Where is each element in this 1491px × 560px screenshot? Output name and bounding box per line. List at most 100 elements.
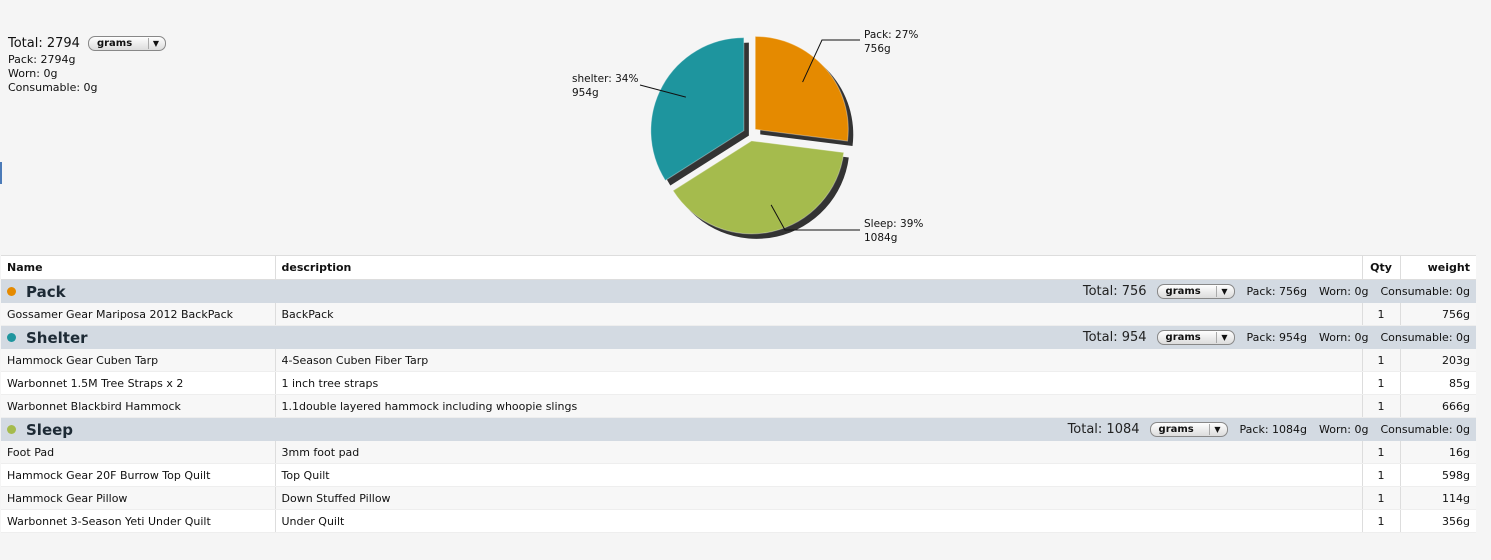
- category-worn-weight: Worn: 0g: [1319, 331, 1369, 344]
- pie-slice-shelter[interactable]: [650, 37, 745, 182]
- item-weight[interactable]: 16g: [1399, 441, 1476, 464]
- item-name[interactable]: Warbonnet 1.5M Tree Straps x 2: [1, 371, 275, 395]
- chevron-down-icon: ▼: [1209, 424, 1221, 435]
- category-unit-select[interactable]: grams ▼: [1156, 284, 1235, 299]
- category-unit-value: grams: [1165, 286, 1201, 297]
- item-weight[interactable]: 203g: [1399, 349, 1476, 372]
- item-name[interactable]: Foot Pad: [1, 441, 275, 464]
- category-unit-select[interactable]: grams ▼: [1156, 330, 1235, 345]
- pie-label-percent: shelter: 34%: [572, 73, 638, 85]
- category-bar: Pack Total: 756 grams ▼ Pack: 756g Worn: 0g Co…: [7, 283, 1470, 301]
- header-weight[interactable]: weight: [1399, 255, 1476, 280]
- category-consumable-weight: Consumable: 0g: [1380, 285, 1470, 298]
- item-name[interactable]: Hammock Gear Cuben Tarp: [1, 349, 275, 372]
- category-heading[interactable]: Sleep: [7, 421, 73, 439]
- category-totals: Total: 1084 grams ▼ Pack: 1084g Worn: 0g Cons…: [1068, 422, 1470, 437]
- header-description[interactable]: description: [274, 255, 1362, 280]
- item-name[interactable]: Warbonnet Blackbird Hammock: [1, 394, 275, 418]
- consumable-weight: Consumable: 0g: [8, 81, 98, 94]
- header-qty[interactable]: Qty: [1361, 255, 1400, 280]
- table-row[interactable]: Warbonnet Blackbird Hammock 1.1double lay…: [1, 394, 1476, 418]
- category-row: Pack Total: 756 grams ▼ Pack: 756g Worn: 0g Co…: [1, 279, 1476, 303]
- pie-label-percent: Sleep: 39%: [864, 218, 923, 230]
- category-unit-value: grams: [1165, 332, 1201, 343]
- category-name[interactable]: Sleep: [26, 420, 74, 439]
- category-consumable-weight: Consumable: 0g: [1380, 331, 1470, 344]
- pie-label-weight: 954g: [572, 87, 599, 99]
- item-description[interactable]: 1 inch tree straps: [274, 371, 1362, 395]
- category-consumable-weight: Consumable: 0g: [1380, 423, 1470, 436]
- item-name[interactable]: Hammock Gear 20F Burrow Top Quilt: [1, 463, 275, 487]
- table-row[interactable]: Hammock Gear Pillow Down Stuffed Pillow 1 1…: [1, 486, 1476, 510]
- gear-table: Name description Qty weight Pack Total: 7…: [1, 255, 1476, 533]
- category-unit-select[interactable]: grams ▼: [1149, 422, 1228, 437]
- table-row[interactable]: Foot Pad 3mm foot pad 1 16g: [1, 441, 1476, 464]
- item-name[interactable]: Hammock Gear Pillow: [1, 486, 275, 510]
- unit-select[interactable]: grams ▼: [87, 36, 166, 51]
- item-weight[interactable]: 356g: [1399, 509, 1476, 533]
- item-qty[interactable]: 1: [1361, 486, 1400, 510]
- item-qty[interactable]: 1: [1361, 371, 1400, 395]
- category-totals: Total: 756 grams ▼ Pack: 756g Worn: 0g Consum…: [1083, 284, 1470, 299]
- item-description[interactable]: 3mm foot pad: [274, 441, 1362, 464]
- category-row: Shelter Total: 954 grams ▼ Pack: 954g Worn: 0…: [1, 325, 1476, 349]
- category-name[interactable]: Pack: [26, 282, 66, 301]
- item-description[interactable]: BackPack: [274, 303, 1362, 326]
- item-qty[interactable]: 1: [1361, 349, 1400, 372]
- pie-label-weight: 1084g: [864, 232, 897, 244]
- grand-total-line: Total: 2794 grams ▼: [8, 36, 166, 51]
- category-cell: Pack Total: 756 grams ▼ Pack: 756g Worn: 0g Co…: [1, 279, 1476, 303]
- category-heading[interactable]: Shelter: [7, 329, 88, 347]
- item-description[interactable]: Down Stuffed Pillow: [274, 486, 1362, 510]
- pie-leader-line: [802, 39, 860, 83]
- weight-pie-chart: Pack: 27% 756g Sleep: 39% 1084g shelter: 34%…: [500, 20, 960, 252]
- item-weight[interactable]: 666g: [1399, 394, 1476, 418]
- item-name[interactable]: Gossamer Gear Mariposa 2012 BackPack: [1, 303, 275, 326]
- item-weight[interactable]: 114g: [1399, 486, 1476, 510]
- pack-weight: Pack: 2794g: [8, 53, 76, 66]
- category-total: Total: 1084: [1067, 422, 1140, 437]
- category-pack-weight: Pack: 954g: [1246, 331, 1308, 344]
- category-name[interactable]: Shelter: [26, 328, 88, 347]
- item-qty[interactable]: 1: [1361, 394, 1400, 418]
- table-row[interactable]: Gossamer Gear Mariposa 2012 BackPack Back…: [1, 303, 1476, 326]
- item-description[interactable]: Top Quilt: [274, 463, 1362, 487]
- category-cell: Shelter Total: 954 grams ▼ Pack: 954g Worn: 0…: [1, 325, 1476, 349]
- pie-slice-pack[interactable]: [754, 35, 849, 142]
- item-qty[interactable]: 1: [1361, 509, 1400, 533]
- table-header-row: Name description Qty weight: [1, 255, 1476, 280]
- table-row[interactable]: Hammock Gear 20F Burrow Top Quilt Top Qui…: [1, 463, 1476, 487]
- item-qty[interactable]: 1: [1361, 463, 1400, 487]
- category-color-dot: [7, 287, 16, 296]
- category-worn-weight: Worn: 0g: [1319, 285, 1369, 298]
- item-description[interactable]: Under Quilt: [274, 509, 1362, 533]
- category-color-dot: [7, 333, 16, 342]
- header-name[interactable]: Name: [1, 255, 275, 280]
- pie-slice-sleep[interactable]: [672, 140, 845, 235]
- category-cell: Sleep Total: 1084 grams ▼ Pack: 1084g Worn: 0…: [1, 417, 1476, 441]
- chevron-down-icon: ▼: [1216, 286, 1228, 297]
- category-total: Total: 756: [1082, 284, 1147, 299]
- table-row[interactable]: Hammock Gear Cuben Tarp 4-Season Cuben Fi…: [1, 349, 1476, 372]
- category-heading[interactable]: Pack: [7, 283, 66, 301]
- category-pack-weight: Pack: 1084g: [1239, 423, 1308, 436]
- pie-leader-line: [770, 204, 860, 231]
- category-totals: Total: 954 grams ▼ Pack: 954g Worn: 0g Consum…: [1083, 330, 1470, 345]
- pie-leader-line: [639, 84, 687, 98]
- category-unit-value: grams: [1158, 424, 1194, 435]
- list-summary: Total: 2794 grams ▼ Pack: 2794g Worn: 0g…: [8, 36, 166, 95]
- item-weight[interactable]: 598g: [1399, 463, 1476, 487]
- item-description[interactable]: 1.1double layered hammock including whoo…: [274, 394, 1362, 418]
- table-row[interactable]: Warbonnet 3-Season Yeti Under Quilt Under…: [1, 509, 1476, 533]
- category-bar: Shelter Total: 954 grams ▼ Pack: 954g Worn: 0…: [7, 329, 1470, 347]
- item-qty[interactable]: 1: [1361, 441, 1400, 464]
- unit-select-value: grams: [96, 37, 133, 49]
- item-weight[interactable]: 756g: [1399, 303, 1476, 326]
- item-description[interactable]: 4-Season Cuben Fiber Tarp: [274, 349, 1362, 372]
- chevron-down-icon: ▼: [1216, 332, 1228, 343]
- chevron-down-icon: ▼: [147, 38, 159, 49]
- item-name[interactable]: Warbonnet 3-Season Yeti Under Quilt: [1, 509, 275, 533]
- item-weight[interactable]: 85g: [1399, 371, 1476, 395]
- item-qty[interactable]: 1: [1361, 303, 1400, 326]
